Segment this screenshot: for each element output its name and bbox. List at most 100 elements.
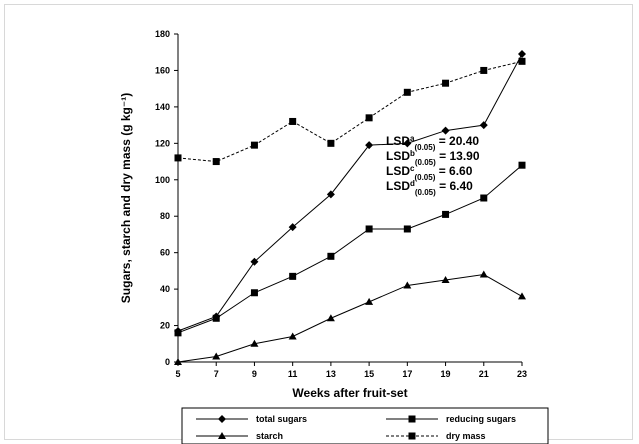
series-dry-mass — [174, 57, 526, 166]
legend-marker — [218, 432, 226, 439]
data-point — [212, 314, 220, 322]
data-point — [174, 358, 182, 365]
lsd-annotation: LSDb(0.05) = 13.90 — [386, 149, 480, 167]
data-point — [518, 57, 526, 65]
y-tick-label: 120 — [155, 138, 170, 148]
data-point — [174, 329, 182, 337]
data-point — [518, 161, 526, 169]
data-point — [518, 50, 526, 59]
data-point — [250, 141, 258, 149]
lsd-superscript: d — [410, 179, 415, 188]
data-point — [480, 66, 488, 74]
data-point — [250, 289, 258, 297]
series-line — [177, 60, 523, 163]
lsd-base: LSD — [386, 164, 410, 178]
lsd-superscript: a — [410, 134, 415, 143]
lsd-annotation: LSDd(0.05) = 6.40 — [386, 179, 473, 197]
y-axis-label: Sugars, starch and dry mass (g kg⁻¹) — [119, 93, 133, 303]
x-tick-label: 17 — [402, 369, 412, 379]
y-tick-label: 40 — [160, 284, 170, 294]
figure-frame — [4, 4, 633, 440]
lsd-value: = 6.40 — [436, 179, 473, 193]
y-tick-label: 0 — [165, 357, 170, 367]
x-tick-label: 5 — [175, 369, 180, 379]
legend-item: starch — [196, 431, 283, 441]
data-point — [365, 141, 374, 150]
lsd-subscript: (0.05) — [414, 143, 435, 152]
lsd-base: LSD — [386, 134, 410, 148]
legend: total sugars reducing sugars starch dry mas… — [181, 407, 549, 444]
lsd-annotation: LSDc(0.05) = 6.60 — [386, 164, 473, 182]
lsd-subscript: (0.05) — [415, 158, 436, 167]
legend-label: reducing sugars — [446, 414, 516, 424]
y-tick-label: 140 — [155, 102, 170, 112]
series-line — [177, 53, 523, 332]
data-point — [442, 79, 450, 87]
legend-marker — [408, 432, 416, 440]
legend-box — [181, 407, 549, 444]
series-line — [177, 164, 523, 334]
x-tick-label: 9 — [252, 369, 257, 379]
data-point — [403, 225, 411, 233]
x-tick-label: 23 — [517, 369, 527, 379]
data-point — [250, 339, 259, 347]
legend-label: total sugars — [256, 414, 307, 424]
series-layer — [174, 50, 526, 365]
data-point — [479, 270, 488, 278]
data-point — [441, 276, 450, 283]
data-point — [441, 126, 450, 135]
lsd-subscript: (0.05) — [414, 173, 435, 182]
series-reducing-sugars — [174, 161, 526, 337]
data-point — [480, 194, 488, 202]
data-point — [479, 121, 488, 130]
legend-label: starch — [256, 431, 283, 441]
lsd-value: = 20.40 — [435, 134, 479, 148]
data-point — [327, 252, 335, 260]
y-tick-label: 100 — [155, 175, 170, 185]
x-tick-label: 13 — [326, 369, 336, 379]
y-tick-label: 180 — [155, 29, 170, 39]
data-point — [212, 352, 221, 360]
series-line — [177, 274, 523, 363]
x-tick-label: 7 — [214, 369, 219, 379]
series-starch — [174, 270, 526, 365]
series-total-sugars — [174, 50, 526, 336]
data-point — [250, 257, 259, 266]
data-point — [212, 158, 220, 166]
data-point — [289, 272, 297, 280]
x-tick-label: 21 — [479, 369, 489, 379]
x-axis-label: Weeks after fruit-set — [292, 386, 407, 400]
legend-item: reducing sugars — [386, 414, 516, 424]
lsd-superscript: c — [410, 164, 415, 173]
y-tick-label: 60 — [160, 248, 170, 258]
lsd-superscript: b — [410, 149, 415, 158]
lsd-subscript: (0.05) — [415, 188, 436, 197]
data-point — [403, 88, 411, 96]
data-point — [288, 332, 297, 340]
lsd-base: LSD — [386, 149, 410, 163]
legend-marker — [408, 415, 416, 423]
data-point — [365, 114, 373, 122]
legend-item: dry mass — [386, 431, 486, 441]
data-point — [174, 154, 182, 162]
data-point — [326, 314, 335, 322]
legend-label: dry mass — [446, 431, 486, 441]
lsd-value: = 13.90 — [436, 149, 480, 163]
data-point — [289, 117, 297, 125]
x-tick-label: 15 — [364, 369, 374, 379]
data-point — [365, 297, 374, 305]
axes — [174, 33, 523, 366]
legend-marker — [218, 415, 226, 423]
data-point — [326, 190, 335, 199]
data-point — [365, 225, 373, 233]
data-point — [327, 139, 335, 147]
lsd-annotation: LSDa(0.05) = 20.40 — [386, 134, 479, 152]
x-tick-label: 19 — [441, 369, 451, 379]
y-tick-label: 80 — [160, 211, 170, 221]
data-point — [518, 292, 526, 300]
data-point — [403, 139, 412, 148]
data-point — [403, 281, 412, 289]
y-tick-label: 20 — [160, 321, 170, 331]
